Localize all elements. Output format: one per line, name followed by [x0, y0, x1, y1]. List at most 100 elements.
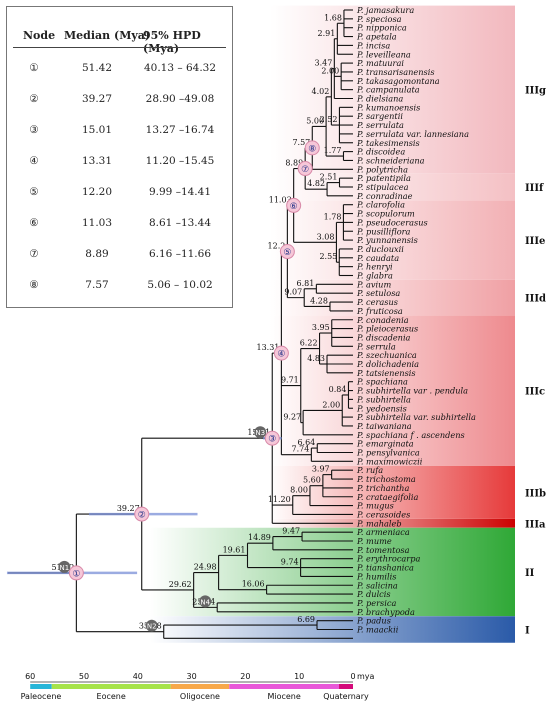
tip-label: P. jamasakura	[356, 5, 414, 15]
node-marker-label-1: ①	[72, 569, 80, 579]
node-age-label: 2.52	[320, 115, 338, 124]
tip-label: P. campanulata	[356, 85, 420, 95]
table-median-6: 11.03	[81, 217, 113, 229]
calibration-label: N3	[255, 429, 265, 437]
tip-label: P. maackii	[356, 625, 399, 635]
node-age-label: 7.74	[292, 445, 310, 454]
tip-label: P. dulcis	[356, 589, 391, 599]
node-marker-6	[286, 197, 302, 213]
node-age-label: 8.89	[285, 159, 303, 168]
epoch-label-miocene: Miocene	[267, 692, 300, 701]
table-hpd-4: 11.20 –15.45	[145, 155, 215, 167]
node-age-label: 13.31	[256, 343, 279, 352]
tip-label: P. padus	[356, 616, 391, 626]
table-node-5: ⑤	[29, 186, 39, 198]
table-median-3: 15.01	[81, 124, 113, 136]
clade-band-IIIf	[270, 173, 515, 201]
tip-label: P. takasagomontana	[356, 76, 440, 86]
table-hpd-7: 6.16 –11.66	[148, 248, 212, 260]
node-age-label: 4.83	[307, 354, 325, 363]
tip-label: P. avium	[356, 279, 391, 289]
node-age-label: 9.71	[281, 376, 299, 385]
tip-label: P. pensylvanica	[356, 448, 420, 458]
table-node-7: ⑦	[29, 248, 39, 260]
node-age-label: 4.02	[312, 87, 330, 96]
node-age-label: 6.81	[297, 279, 315, 288]
node-age-label: 6.22	[300, 339, 318, 348]
clade-label-IIIf: IIIf	[525, 183, 544, 194]
tip-label: P. discadenia	[356, 332, 411, 342]
node-marker-4	[273, 345, 289, 361]
epoch-label-quaternary: Quaternary	[323, 692, 369, 701]
node-age-label: 2.00	[322, 400, 340, 409]
node-age-label: 3.47	[315, 59, 333, 68]
node-age-label: 19.61	[223, 545, 246, 554]
header-node: Node	[23, 29, 56, 42]
node-marker-label-5: ⑤	[283, 248, 291, 258]
node-marker-5	[279, 244, 295, 260]
tip-label: P. patentipila	[356, 173, 411, 183]
tip-label: P. dielsiana	[356, 94, 403, 104]
tip-label: P. matuurai	[356, 58, 404, 68]
table-median-5: 12.20	[81, 186, 113, 198]
timescale-tick-label: 20	[240, 672, 250, 681]
tip-label: P. duclouxii	[356, 244, 404, 254]
calibration-marker	[145, 619, 158, 632]
node-age-label: 11.03	[269, 195, 292, 204]
clade-label-I: I	[525, 626, 530, 637]
node-marker-label-7: ⑦	[301, 165, 309, 175]
tip-label: P. mume	[356, 536, 392, 546]
node-age-label: 9.74	[281, 558, 299, 567]
epoch-label-paleocene: Paleocene	[21, 692, 62, 701]
node-age-label: 9.07	[284, 288, 302, 297]
tip-label: P. incisa	[356, 40, 390, 50]
timescale-tick-label: 60	[25, 672, 35, 681]
node-age-label: 9.27	[283, 413, 301, 422]
node-marker-1	[68, 565, 84, 581]
calibration-marker	[254, 426, 267, 439]
node-age-label: 3.97	[312, 465, 330, 474]
calibration-label: N2	[147, 623, 157, 631]
table-median-7: 8.89	[85, 248, 109, 260]
tip-label: P. scopulorum	[356, 209, 415, 219]
node-age-label: 6.69	[297, 615, 315, 624]
calibration-label: N1	[60, 564, 70, 572]
timescale-tick-label: 40	[133, 672, 143, 681]
timescale-tick-label: 10	[294, 672, 304, 681]
node-age-label: 14.89	[248, 533, 271, 542]
tip-label: P. pseudocerasus	[356, 217, 428, 227]
table-median-8: 7.57	[85, 279, 109, 291]
node-age-label: 12.2	[268, 242, 286, 251]
tip-label: P. stipulacea	[356, 182, 409, 192]
header-rule	[13, 47, 226, 48]
clade-label-IIIe: IIIe	[525, 236, 545, 247]
node-age-table: Node Median (Mya) 95% HPD (Mya) ① 51.42 40…	[6, 6, 233, 308]
node-marker-label-4: ④	[277, 350, 285, 360]
tip-label: P. spachiana	[356, 377, 408, 387]
node-age-label: 2.51	[320, 173, 338, 182]
epoch-bar-miocene	[229, 684, 340, 689]
table-hpd-5: 9.99 –14.41	[148, 186, 212, 198]
table-median-4: 13.31	[81, 155, 113, 167]
node-age-label: 3.95	[312, 323, 330, 332]
node-age-label: 7.57	[292, 138, 310, 147]
tip-label: P. nipponica	[356, 23, 407, 33]
tip-label: P. schneideriana	[356, 155, 425, 165]
node-marker-7	[297, 161, 313, 177]
tip-label: P. yedoensis	[356, 403, 407, 413]
tip-label: P. humilis	[356, 571, 396, 581]
tip-label: P. spachiana f . ascendens	[356, 430, 465, 440]
node-age-label: 4.28	[310, 296, 328, 305]
node-age-label: 6.64	[297, 438, 315, 447]
clade-label-IIIc: IIIc	[525, 387, 545, 398]
clade-label-II: II	[525, 568, 535, 579]
calibration-marker	[199, 595, 212, 608]
node-age-label: 5.00	[306, 116, 324, 125]
tip-label: P. subhirtella var. subhirtella	[356, 412, 476, 422]
node-marker-label-2: ②	[138, 511, 146, 521]
node-marker-8	[304, 140, 320, 156]
tip-label: P. subhirtella	[356, 394, 411, 404]
tip-label: P. persica	[356, 598, 396, 608]
tip-label: P. subhirtella var . pendula	[356, 386, 468, 396]
tip-label: P. serrulata var. lannesiana	[356, 129, 469, 139]
